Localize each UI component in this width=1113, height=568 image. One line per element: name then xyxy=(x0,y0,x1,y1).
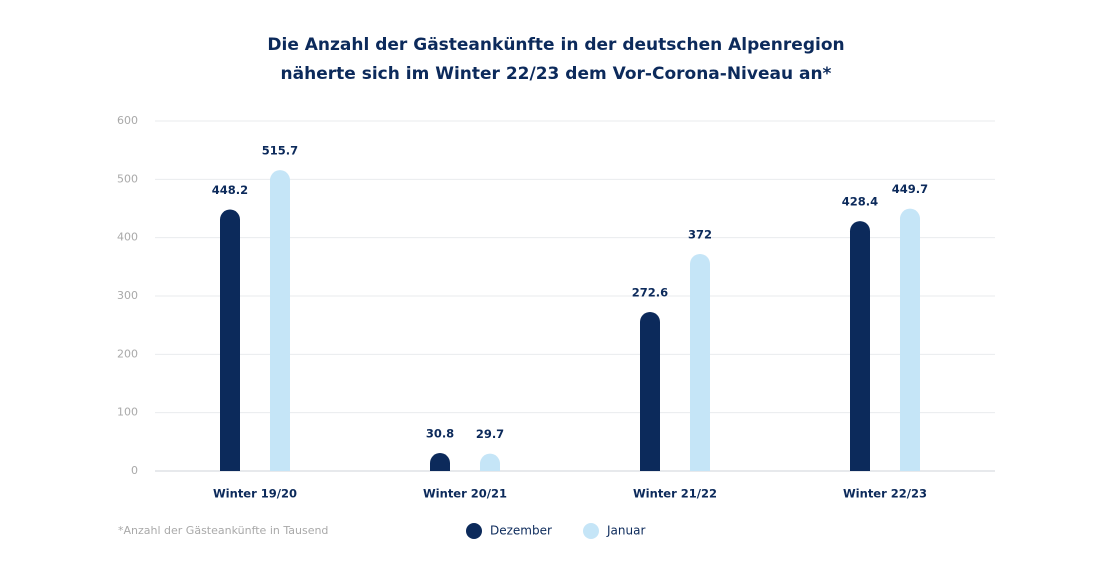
x-tick-label: Winter 19/20 xyxy=(213,487,297,501)
y-tick-label: 200 xyxy=(117,347,138,360)
value-label: 448.2 xyxy=(212,183,248,197)
value-label: 515.7 xyxy=(262,144,298,158)
bar xyxy=(220,209,240,472)
value-label: 272.6 xyxy=(632,285,668,299)
y-tick-label: 400 xyxy=(117,231,138,244)
legend-swatch xyxy=(583,523,599,539)
bar xyxy=(270,170,290,472)
footnote: *Anzahl der Gästeankünfte in Tausend xyxy=(118,524,328,537)
bar xyxy=(900,208,920,472)
value-label: 29.7 xyxy=(476,427,504,441)
y-tick-label: 300 xyxy=(117,289,138,302)
bar xyxy=(640,311,660,471)
value-label: 30.8 xyxy=(426,427,454,441)
y-tick-label: 0 xyxy=(131,464,138,477)
bar xyxy=(430,453,450,471)
value-label: 428.4 xyxy=(842,195,878,209)
y-tick-label: 100 xyxy=(117,406,138,419)
value-label: 449.7 xyxy=(892,182,928,196)
x-tick-label: Winter 20/21 xyxy=(423,487,507,501)
value-label: 372 xyxy=(688,228,712,242)
bar xyxy=(690,254,710,471)
x-tick-label: Winter 22/23 xyxy=(843,487,927,501)
bar xyxy=(480,453,500,471)
y-tick-label: 600 xyxy=(117,114,138,127)
legend-swatch xyxy=(466,523,482,539)
x-tick-label: Winter 21/22 xyxy=(633,487,717,501)
legend-label: Dezember xyxy=(490,524,552,538)
chart-title: Die Anzahl der Gästeankünfte in der deut… xyxy=(267,35,844,55)
legend-label: Januar xyxy=(606,524,645,538)
bar xyxy=(850,221,870,471)
chart-title: näherte sich im Winter 22/23 dem Vor-Cor… xyxy=(281,64,832,84)
y-tick-label: 500 xyxy=(117,172,138,185)
